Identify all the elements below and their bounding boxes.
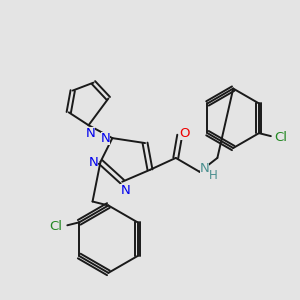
Text: O: O bbox=[179, 127, 190, 140]
Text: N: N bbox=[89, 156, 98, 170]
Text: Cl: Cl bbox=[274, 130, 287, 144]
Text: N: N bbox=[200, 162, 209, 175]
Text: N: N bbox=[120, 184, 130, 197]
Text: Cl: Cl bbox=[49, 220, 62, 233]
Text: N: N bbox=[100, 132, 110, 145]
Text: H: H bbox=[209, 169, 218, 182]
Text: N: N bbox=[86, 127, 95, 140]
